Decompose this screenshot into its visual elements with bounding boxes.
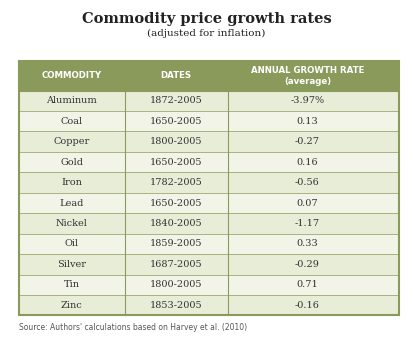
Text: -0.29: -0.29 bbox=[295, 260, 320, 269]
Text: 0.71: 0.71 bbox=[297, 280, 318, 289]
Bar bbox=[19, 132, 399, 152]
Text: Nickel: Nickel bbox=[56, 219, 88, 228]
Text: COMMODITY: COMMODITY bbox=[42, 72, 102, 80]
Bar bbox=[19, 275, 399, 295]
Text: (adjusted for inflation): (adjusted for inflation) bbox=[147, 29, 266, 38]
Text: 0.07: 0.07 bbox=[297, 198, 318, 208]
Text: Gold: Gold bbox=[60, 158, 83, 167]
Bar bbox=[19, 111, 399, 132]
Text: Oil: Oil bbox=[65, 239, 79, 248]
Bar bbox=[19, 295, 399, 315]
Text: 1650-2005: 1650-2005 bbox=[150, 117, 202, 126]
Text: Iron: Iron bbox=[62, 178, 82, 187]
Text: Coal: Coal bbox=[61, 117, 83, 126]
Bar bbox=[19, 61, 399, 315]
Text: -3.97%: -3.97% bbox=[290, 96, 325, 105]
Text: -0.16: -0.16 bbox=[295, 301, 320, 310]
Bar bbox=[19, 91, 399, 111]
Text: 1687-2005: 1687-2005 bbox=[150, 260, 203, 269]
Bar bbox=[19, 152, 399, 172]
Bar bbox=[19, 213, 399, 234]
Text: 1782-2005: 1782-2005 bbox=[150, 178, 203, 187]
Bar bbox=[19, 61, 399, 91]
Bar bbox=[19, 193, 399, 213]
Text: Copper: Copper bbox=[54, 137, 90, 146]
Text: Aluminum: Aluminum bbox=[46, 96, 97, 105]
Text: Commodity price growth rates: Commodity price growth rates bbox=[82, 12, 331, 26]
Bar bbox=[19, 254, 399, 275]
Text: 1859-2005: 1859-2005 bbox=[150, 239, 202, 248]
Text: 1800-2005: 1800-2005 bbox=[150, 280, 202, 289]
Text: 1872-2005: 1872-2005 bbox=[150, 96, 203, 105]
Text: 0.16: 0.16 bbox=[297, 158, 318, 167]
Text: -0.27: -0.27 bbox=[295, 137, 320, 146]
Text: Tin: Tin bbox=[64, 280, 80, 289]
Text: 1840-2005: 1840-2005 bbox=[150, 219, 203, 228]
Text: -0.56: -0.56 bbox=[295, 178, 320, 187]
Bar bbox=[19, 172, 399, 193]
Text: Zinc: Zinc bbox=[61, 301, 83, 310]
Text: 1650-2005: 1650-2005 bbox=[150, 198, 202, 208]
Text: 1853-2005: 1853-2005 bbox=[150, 301, 203, 310]
Text: 1800-2005: 1800-2005 bbox=[150, 137, 202, 146]
Text: -1.17: -1.17 bbox=[295, 219, 320, 228]
Text: Lead: Lead bbox=[59, 198, 84, 208]
Bar bbox=[19, 234, 399, 254]
Text: ANNUAL GROWTH RATE
(average): ANNUAL GROWTH RATE (average) bbox=[251, 66, 364, 86]
Text: DATES: DATES bbox=[161, 72, 192, 80]
Text: 0.13: 0.13 bbox=[297, 117, 318, 126]
Text: 1650-2005: 1650-2005 bbox=[150, 158, 202, 167]
Text: 0.33: 0.33 bbox=[297, 239, 318, 248]
Text: Silver: Silver bbox=[57, 260, 86, 269]
Text: Source: Authors' calculations based on Harvey et al. (2010): Source: Authors' calculations based on H… bbox=[19, 324, 247, 332]
